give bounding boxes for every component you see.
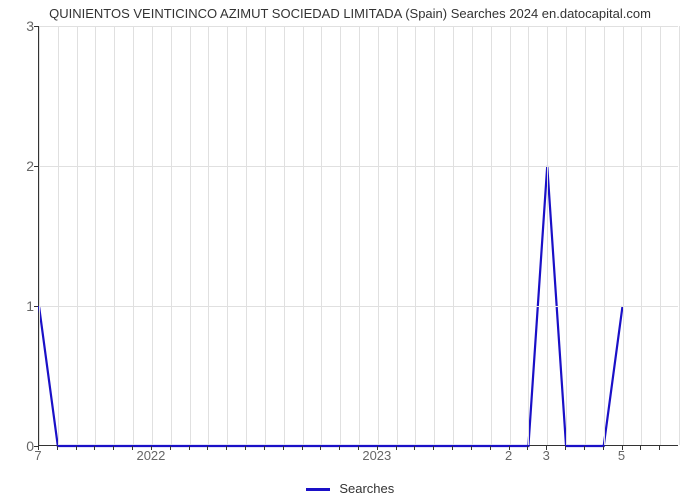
x-tick-mark	[207, 446, 208, 450]
x-tick-mark	[245, 446, 246, 450]
x-tick-mark	[659, 446, 660, 450]
y-tick-label: 0	[26, 438, 34, 454]
x-tick-label: 5	[618, 448, 625, 463]
x-tick-mark	[433, 446, 434, 450]
gridline-v	[39, 26, 40, 445]
gridline-v	[265, 26, 266, 445]
chart-title: QUINIENTOS VEINTICINCO AZIMUT SOCIEDAD L…	[0, 6, 700, 21]
gridline-v	[660, 26, 661, 445]
legend-label: Searches	[339, 481, 394, 496]
gridline-v	[434, 26, 435, 445]
gridline-v	[378, 26, 379, 445]
y-tick-mark	[34, 166, 38, 167]
x-tick-mark	[358, 446, 359, 450]
x-tick-label: 2	[505, 448, 512, 463]
gridline-v	[679, 26, 680, 445]
gridline-v	[340, 26, 341, 445]
x-tick-mark	[264, 446, 265, 450]
gridline-v	[77, 26, 78, 445]
gridline-v	[397, 26, 398, 445]
x-tick-mark	[226, 446, 227, 450]
gridline-v	[359, 26, 360, 445]
gridline-v	[95, 26, 96, 445]
legend-swatch	[306, 488, 330, 491]
x-tick-mark	[490, 446, 491, 450]
x-tick-label: 2023	[362, 448, 391, 463]
gridline-v	[547, 26, 548, 445]
gridline-v	[208, 26, 209, 445]
x-tick-mark	[339, 446, 340, 450]
x-tick-mark	[452, 446, 453, 450]
gridline-v	[114, 26, 115, 445]
gridline-v	[566, 26, 567, 445]
y-tick-label: 3	[26, 18, 34, 34]
x-tick-mark	[414, 446, 415, 450]
gridline-v	[171, 26, 172, 445]
x-tick-label: 7	[34, 448, 41, 463]
legend: Searches	[0, 481, 700, 496]
y-tick-mark	[34, 306, 38, 307]
gridline-v	[284, 26, 285, 445]
x-tick-mark	[527, 446, 528, 450]
y-tick-label: 1	[26, 298, 34, 314]
x-tick-mark	[640, 446, 641, 450]
x-tick-mark	[283, 446, 284, 450]
x-tick-mark	[320, 446, 321, 450]
gridline-v	[472, 26, 473, 445]
x-tick-mark	[132, 446, 133, 450]
gridline-v	[58, 26, 59, 445]
gridline-v	[152, 26, 153, 445]
x-tick-mark	[584, 446, 585, 450]
gridline-v	[303, 26, 304, 445]
gridline-v	[510, 26, 511, 445]
line-chart: QUINIENTOS VEINTICINCO AZIMUT SOCIEDAD L…	[0, 0, 700, 500]
gridline-v	[246, 26, 247, 445]
gridline-v	[585, 26, 586, 445]
gridline-v	[528, 26, 529, 445]
gridline-v	[190, 26, 191, 445]
x-tick-mark	[57, 446, 58, 450]
gridline-v	[604, 26, 605, 445]
gridline-v	[641, 26, 642, 445]
x-tick-mark	[189, 446, 190, 450]
x-tick-mark	[113, 446, 114, 450]
y-tick-mark	[34, 26, 38, 27]
x-tick-label: 2022	[136, 448, 165, 463]
gridline-v	[415, 26, 416, 445]
gridline-v	[227, 26, 228, 445]
x-tick-mark	[396, 446, 397, 450]
gridline-v	[623, 26, 624, 445]
plot-area	[38, 26, 678, 446]
gridline-v	[133, 26, 134, 445]
x-tick-mark	[302, 446, 303, 450]
x-tick-mark	[170, 446, 171, 450]
x-tick-mark	[94, 446, 95, 450]
gridline-v	[321, 26, 322, 445]
x-tick-mark	[603, 446, 604, 450]
x-tick-label: 3	[543, 448, 550, 463]
gridline-v	[453, 26, 454, 445]
y-tick-label: 2	[26, 158, 34, 174]
x-tick-mark	[565, 446, 566, 450]
x-tick-mark	[76, 446, 77, 450]
x-tick-mark	[471, 446, 472, 450]
gridline-v	[491, 26, 492, 445]
